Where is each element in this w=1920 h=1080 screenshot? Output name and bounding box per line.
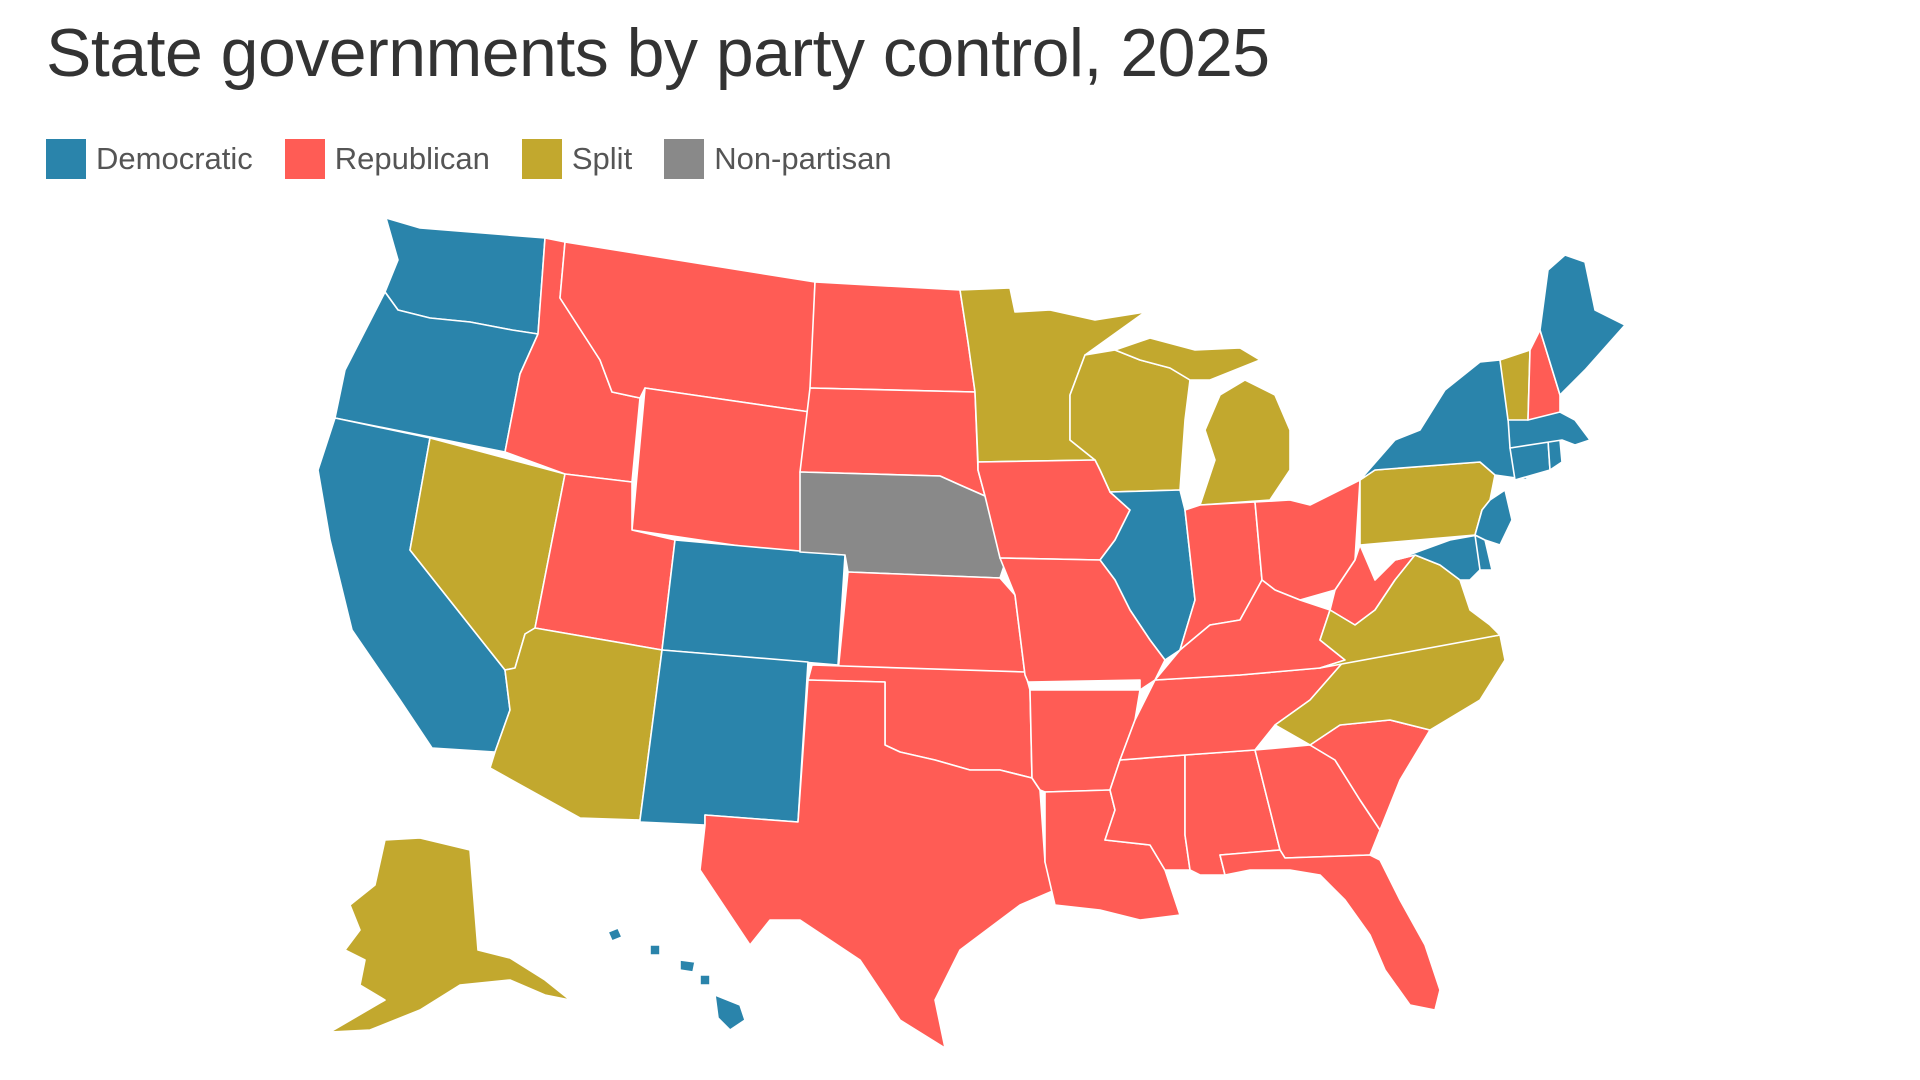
legend-swatch-split: [521, 139, 562, 179]
legend-item-democratic: Democratic: [46, 139, 253, 179]
state-mi[interactable]: [1114, 337, 1291, 506]
state-nm[interactable]: [639, 649, 809, 826]
state-ma[interactable]: [1507, 411, 1591, 449]
state-hi-group: [607, 927, 746, 1031]
chart-title: State governments by party control, 2025: [46, 15, 1270, 91]
state-ak[interactable]: [329, 837, 571, 1033]
state-pa[interactable]: [1359, 461, 1496, 546]
legend-label-non-partisan: Non-partisan: [714, 141, 892, 176]
state-wy[interactable]: [631, 387, 811, 556]
state-ri[interactable]: [1547, 439, 1563, 471]
legend-label-split: Split: [571, 141, 633, 176]
state-tx[interactable]: [699, 679, 1056, 1049]
legend-swatch-democratic: [46, 139, 86, 179]
state-fl[interactable]: [1219, 849, 1441, 1011]
state-me[interactable]: [1539, 254, 1626, 396]
legend-item-split: Split: [521, 139, 633, 179]
legend-swatch-republican: [284, 139, 325, 179]
legend-swatch-non-partisan: [664, 139, 705, 179]
legend: Democratic Republican Split Non-partisan: [46, 139, 892, 179]
legend-item-non-partisan: Non-partisan: [664, 139, 892, 179]
state-nc[interactable]: [1274, 634, 1506, 746]
state-co[interactable]: [661, 539, 846, 666]
legend-item-republican: Republican: [284, 139, 490, 179]
legend-label-republican: Republican: [334, 141, 490, 176]
state-ks[interactable]: [837, 571, 1026, 676]
state-md[interactable]: [1394, 534, 1481, 581]
legend-label-democratic: Democratic: [96, 141, 253, 176]
state-nd[interactable]: [809, 281, 976, 393]
state-nh[interactable]: [1527, 329, 1561, 421]
state-nj[interactable]: [1474, 489, 1513, 546]
state-hi[interactable]: [607, 927, 746, 1031]
state-va[interactable]: [1319, 554, 1501, 669]
